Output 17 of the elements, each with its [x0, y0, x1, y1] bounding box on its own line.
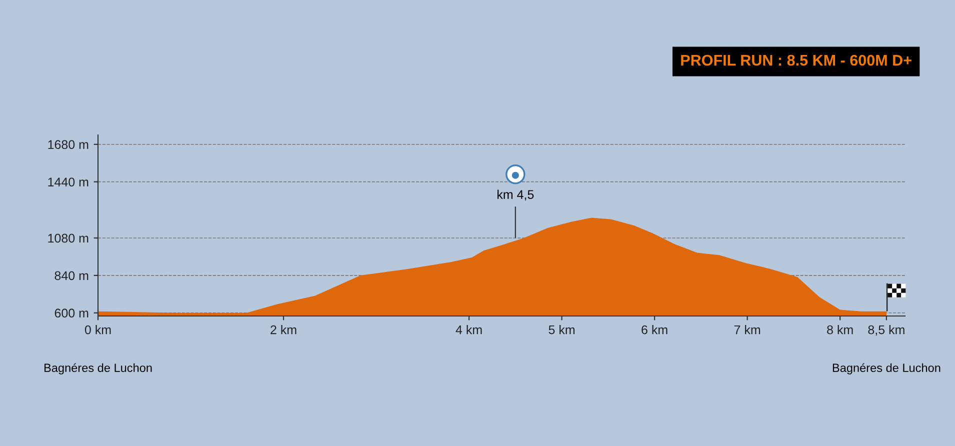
text: Bagnéres de Luchon [44, 363, 152, 374]
y-tick-label: 1680 m [48, 140, 88, 150]
x-tick-label: 0 km [84, 325, 111, 334]
x-tick-label: 2 km [270, 325, 296, 334]
text: Bagnéres de Luchon [832, 363, 940, 374]
y-tick-label: 1440 m [48, 178, 88, 186]
x-tick-label: 6 km [642, 325, 668, 334]
x-tick-label: 5 km [548, 325, 575, 334]
x-tick-label: 8,5 km [868, 325, 904, 336]
annotation: km 4,5 [498, 190, 534, 200]
x-tick-label: 8 km [827, 325, 853, 334]
y-tick-label: 600 m [54, 308, 88, 318]
y-tick-label: 1080 m [48, 234, 88, 243]
chart-title: PROFIL RUN : 8.5 KM - 600M D+ [681, 54, 912, 66]
y-tick-label: 840 m [54, 271, 88, 280]
x-tick-label: 7 km [734, 325, 760, 334]
x-tick-label: 4 km [456, 325, 482, 334]
